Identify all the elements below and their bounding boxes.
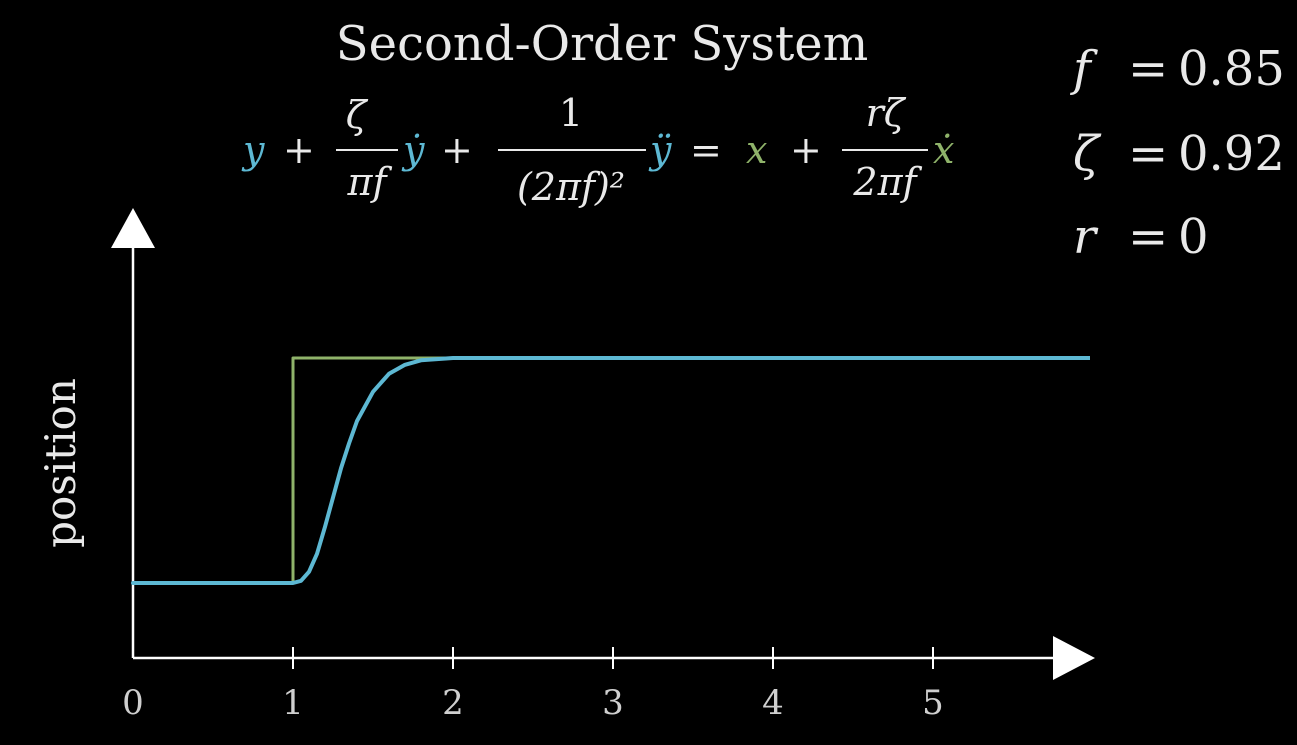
param-zeta-equals: = <box>1128 126 1168 182</box>
eq-xdot: ẋ <box>933 128 954 172</box>
series-group <box>131 356 1090 585</box>
eq-frac2-num: 1 <box>559 91 583 135</box>
param-zeta-symbol: ζ <box>1073 126 1102 182</box>
param-r-symbol: r <box>1073 209 1099 265</box>
x-tick-label-3: 3 <box>602 683 624 723</box>
eq-equals: = <box>690 128 722 172</box>
eq-yddot: ÿ <box>648 128 672 172</box>
x-tick-label-0: 0 <box>122 683 144 723</box>
x-tick-label-1: 1 <box>282 683 304 723</box>
x-ticks: 0 1 2 3 4 5 <box>122 647 944 723</box>
y-axis-label: position <box>36 378 85 548</box>
param-r-equals: = <box>1128 209 1168 265</box>
param-r-value: 0 <box>1178 209 1209 265</box>
param-zeta-value: 0.92 <box>1178 126 1285 182</box>
series-response-line <box>131 356 935 585</box>
eq-x: x <box>746 128 767 172</box>
x-axis-arrow <box>1053 636 1095 680</box>
x-tick-label-2: 2 <box>442 683 464 723</box>
param-f-value: 0.85 <box>1178 41 1285 97</box>
eq-plus-1: + <box>283 128 315 172</box>
param-f-symbol: f <box>1070 41 1098 97</box>
eq-frac1-den: πf <box>346 160 392 204</box>
equation: y + ζ πf ẏ + 1 (2πf)² ÿ = x + rζ 2πf ẋ <box>241 91 954 209</box>
chart-title: Second-Order System <box>336 16 868 72</box>
x-tick-label-4: 4 <box>762 683 784 723</box>
eq-plus-2: + <box>441 128 473 172</box>
x-tick-label-5: 5 <box>922 683 944 723</box>
eq-frac2-den: (2πf)² <box>517 165 625 209</box>
parameters: f = 0.85 ζ = 0.92 r = 0 <box>1070 41 1285 265</box>
eq-frac1-num: ζ <box>346 93 369 137</box>
eq-plus-3: + <box>790 128 822 172</box>
series-input-line <box>131 356 935 585</box>
eq-frac3-den: 2πf <box>852 160 922 204</box>
eq-ydot: ẏ <box>401 128 425 172</box>
eq-frac3-num: rζ <box>866 91 907 135</box>
param-f-equals: = <box>1128 41 1168 97</box>
y-axis-arrow <box>111 208 155 248</box>
eq-y: y <box>241 128 265 172</box>
